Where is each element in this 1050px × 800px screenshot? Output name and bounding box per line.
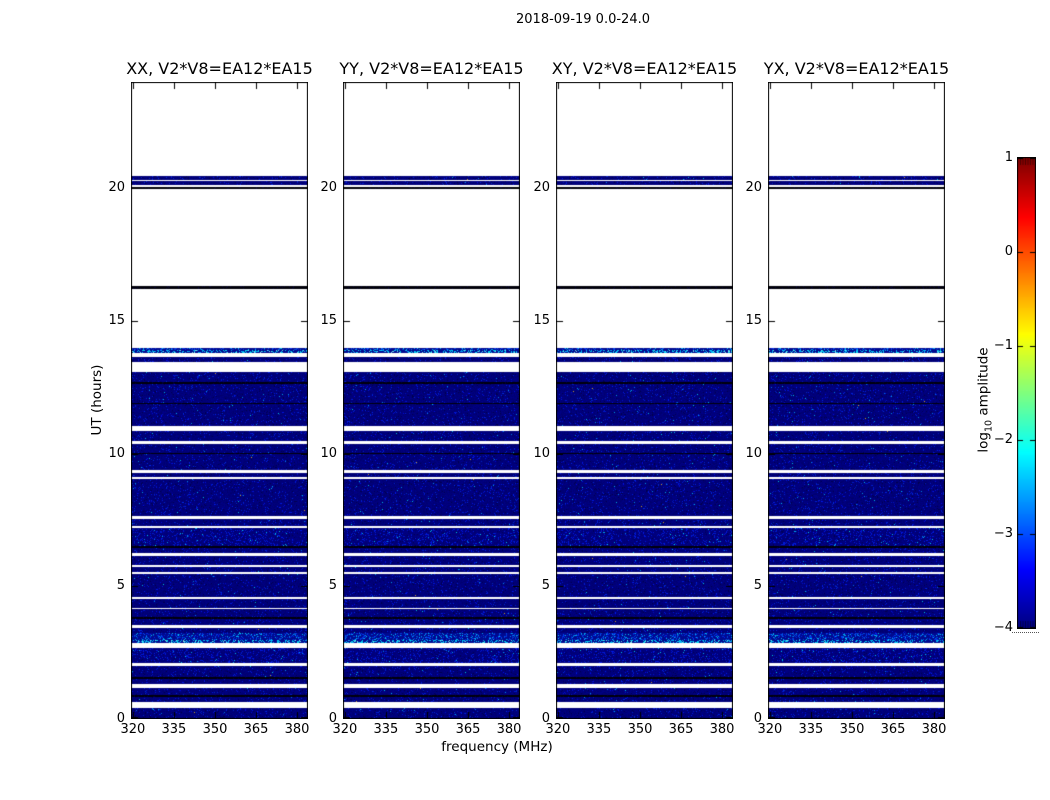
x-tick-label: 335 [586, 722, 612, 737]
x-tick-label: 335 [373, 722, 399, 737]
x-tick-label: 335 [798, 722, 824, 737]
x-tick-label: 350 [414, 722, 440, 737]
x-tick-label: 365 [880, 722, 906, 737]
y-tick-label: 0 [753, 711, 762, 726]
x-tick-label: 350 [839, 722, 865, 737]
y-tick-label: 10 [108, 445, 125, 461]
x-tick-label: 365 [668, 722, 694, 737]
y-tick-label: 5 [328, 578, 337, 594]
y-tick-label: 15 [320, 312, 337, 328]
y-tick-label: 5 [753, 578, 762, 594]
panel-title-xx: XX, V2*V8=EA12*EA15 [126, 59, 313, 78]
heatmap-panel-yx: YX, V2*V8=EA12*EA15 [764, 59, 949, 719]
y-tick-label: 20 [533, 180, 550, 196]
colorbar-tick-label: 0 [1004, 244, 1013, 259]
y-tick-label: 5 [116, 578, 125, 594]
x-tick-label: 350 [627, 722, 653, 737]
y-tick-label: 10 [320, 445, 337, 461]
x-tick-label: 365 [243, 722, 269, 737]
colorbar-label-amplitude: amplitude [975, 347, 992, 420]
colorbar-gradient [1017, 157, 1036, 629]
panel-title-xy: XY, V2*V8=EA12*EA15 [551, 59, 738, 78]
x-tick-label: 320 [120, 722, 146, 737]
heatmap-panel-xx: XX, V2*V8=EA12*EA15 [126, 59, 313, 719]
x-tick-label: 380 [496, 722, 522, 737]
heatmap-canvas-yy [343, 82, 520, 719]
y-tick-label: 0 [541, 711, 550, 726]
y-tick-label: 20 [108, 180, 125, 196]
y-tick-label: 20 [320, 180, 337, 196]
heatmap-canvas-yx [768, 82, 945, 719]
colorbar-tick-label: −3 [993, 526, 1013, 541]
y-tick-label: 10 [745, 445, 762, 461]
y-tick-label: 15 [108, 312, 125, 328]
x-tick-label: 320 [545, 722, 571, 737]
x-axis-label: frequency (MHz) [441, 739, 553, 755]
x-tick-label: 320 [757, 722, 783, 737]
heatmap-panel-yy: YY, V2*V8=EA12*EA15 [339, 59, 524, 719]
colorbar-tick-label: 1 [1004, 150, 1013, 165]
y-tick-label: 0 [116, 711, 125, 726]
figure-title: 2018-09-19 0.0-24.0 [516, 12, 650, 27]
x-tick-label: 380 [284, 722, 310, 737]
heatmap-canvas-xx [131, 82, 308, 719]
x-tick-label: 380 [921, 722, 947, 737]
colorbar-tick-label: −1 [993, 338, 1013, 353]
colorbar-dotted-edge [1012, 632, 1039, 633]
y-axis-label: UT (hours) [89, 364, 105, 436]
y-tick-label: 0 [328, 711, 337, 726]
y-tick-label: 15 [533, 312, 550, 328]
x-tick-label: 350 [202, 722, 228, 737]
x-tick-label: 380 [709, 722, 735, 737]
x-tick-label: 320 [332, 722, 358, 737]
heatmap-panel-xy: XY, V2*V8=EA12*EA15 [552, 59, 737, 719]
colorbar-tick-label: −4 [993, 620, 1013, 635]
y-tick-label: 10 [533, 445, 550, 461]
panel-title-yy: YY, V2*V8=EA12*EA15 [339, 59, 524, 78]
colorbar-label-sub10: 10 [983, 419, 995, 433]
y-tick-label: 5 [541, 578, 550, 594]
panel-title-yx: YX, V2*V8=EA12*EA15 [763, 59, 950, 78]
colorbar-tick-label: −2 [993, 432, 1013, 447]
x-tick-label: 335 [161, 722, 187, 737]
x-tick-label: 365 [455, 722, 481, 737]
y-tick-label: 15 [745, 312, 762, 328]
heatmap-canvas-xy [556, 82, 733, 719]
y-tick-label: 20 [745, 180, 762, 196]
